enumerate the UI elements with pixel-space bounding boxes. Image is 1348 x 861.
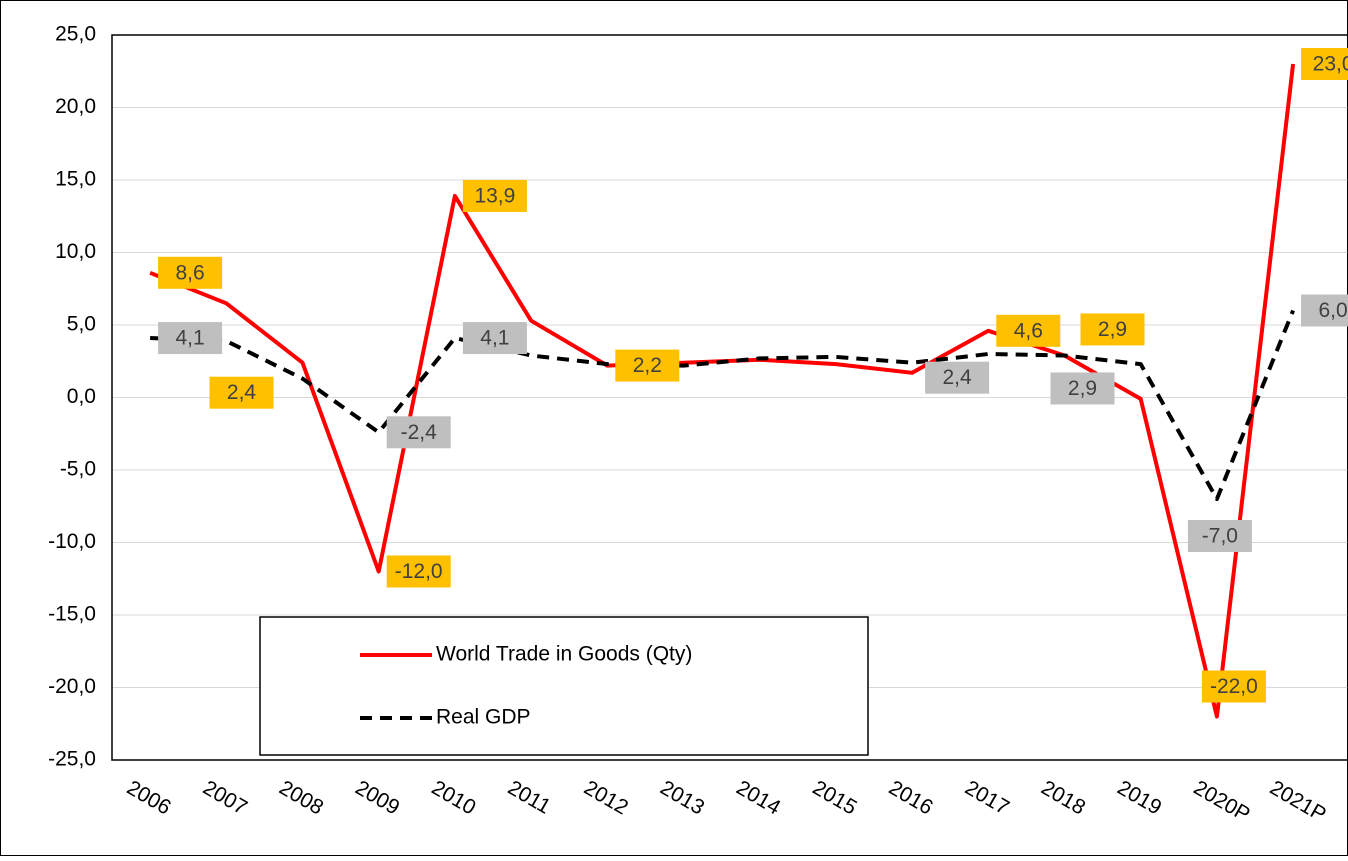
y-tick-label: 20,0 [55,95,96,118]
value-label: 13,9 [474,184,515,207]
value-label: 2,4 [942,366,972,389]
value-label: 2,4 [227,381,257,404]
y-tick-label: 25,0 [55,23,96,46]
y-tick-label: 5,0 [67,313,96,336]
y-tick-label: -25,0 [48,748,96,771]
value-label-box [1201,670,1266,703]
y-tick-label: 10,0 [55,240,96,263]
legend-label: World Trade in Goods (Qty) [436,643,692,666]
legend-label: Real GDP [436,706,531,729]
value-label: 8,6 [175,261,204,284]
value-label-box [462,179,527,212]
y-tick-label: 0,0 [67,385,96,408]
legend-box [259,616,869,756]
value-label-box [615,349,680,382]
value-label: -12,0 [395,560,443,583]
value-label: -2,4 [401,421,438,444]
y-tick-label: -5,0 [60,458,96,481]
value-label-box [1050,372,1115,405]
value-label: 2,9 [1068,377,1097,400]
value-label-box [158,322,223,355]
y-tick-label: -20,0 [48,675,96,698]
value-label-box [1187,520,1252,552]
y-tick-label: 15,0 [55,168,96,191]
value-label-box [158,256,223,289]
value-label: -7,0 [1202,525,1238,548]
value-label: 2,9 [1098,318,1127,341]
value-label: 4,1 [480,327,509,350]
plot-frame [111,34,1348,761]
value-label-box [209,376,274,409]
value-label-box [386,416,451,449]
value-label-box [1301,294,1348,327]
value-label-box [925,361,990,394]
series-line [150,309,1295,501]
value-label-box [462,322,527,355]
value-label: -22,0 [1210,675,1258,698]
value-label: 2,2 [633,354,662,377]
value-label-box [1301,48,1348,80]
value-label: 23,0 [1313,53,1348,76]
y-tick-label: -10,0 [48,530,96,553]
value-label: 4,6 [1014,319,1043,342]
y-tick-label: -15,0 [48,603,96,626]
value-label: 6,0 [1318,299,1347,322]
value-label-box [1080,313,1145,346]
value-label: 4,1 [175,327,204,350]
value-label-box [386,555,451,588]
value-label-box [996,314,1061,347]
